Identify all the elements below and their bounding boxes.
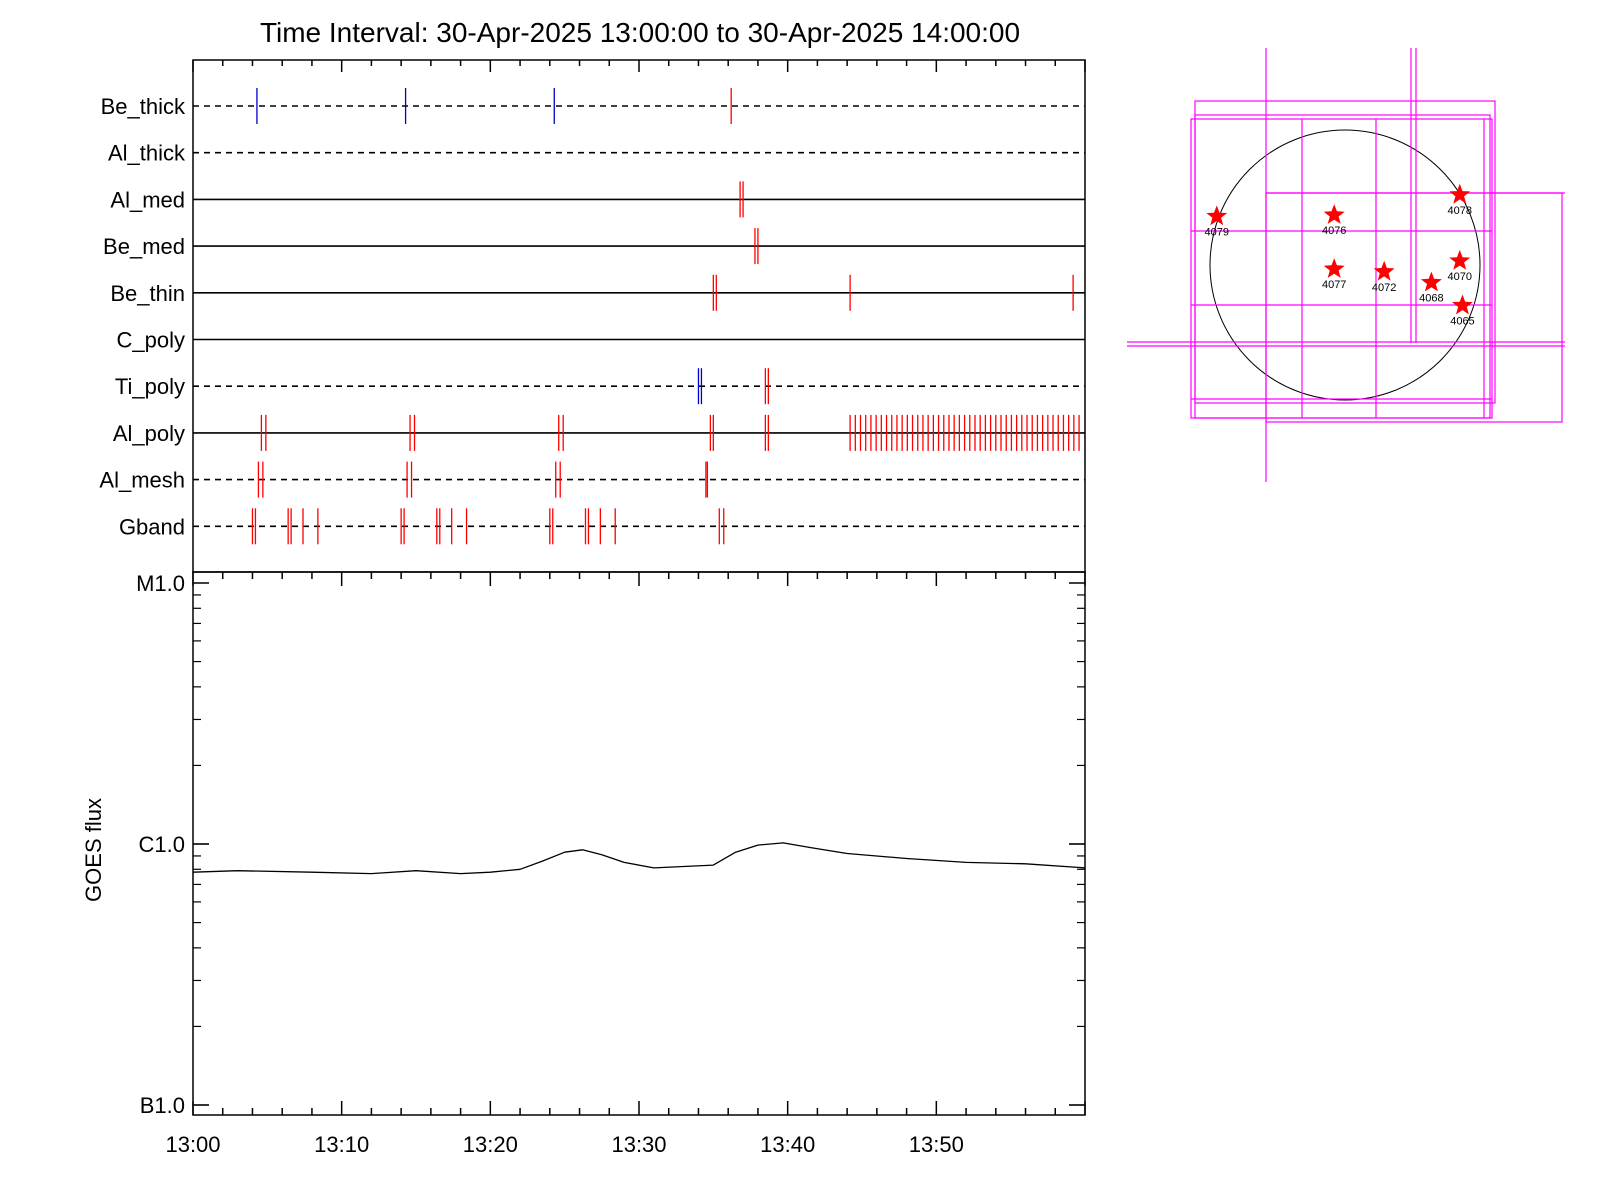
x-tick-label: 13:20 xyxy=(463,1132,518,1157)
chart-title: Time Interval: 30-Apr-2025 13:00:00 to 3… xyxy=(260,17,1020,48)
solar-disk-limb xyxy=(1209,129,1481,401)
goes-frame xyxy=(192,571,1086,1116)
fov-box xyxy=(1194,114,1491,419)
active-region-star-icon xyxy=(1449,183,1471,204)
y-tick-label-B1.0: B1.0 xyxy=(140,1093,185,1118)
x-tick-label: 13:50 xyxy=(909,1132,964,1157)
x-tick-label: 13:30 xyxy=(611,1132,666,1157)
y-tick-label-M1.0: M1.0 xyxy=(136,571,185,596)
active-region-label: 4070 xyxy=(1448,271,1472,283)
goes-flux-panel: 13:00 13:10 13:20 13:30 13:40 13:50 M1.0 C1.0 B1… xyxy=(81,571,1086,1157)
fov-box xyxy=(1265,192,1563,423)
row-label-Be_thick: Be_thick xyxy=(101,94,186,119)
row-label-Al_mesh: Al_mesh xyxy=(99,468,185,493)
active-region-star-icon xyxy=(1323,258,1345,278)
row-label-Be_med: Be_med xyxy=(103,234,185,259)
active-region-star-icon xyxy=(1323,204,1345,224)
x-tick-label: 13:10 xyxy=(314,1132,369,1157)
active-region-star-icon xyxy=(1449,249,1471,270)
row-label-Al_poly: Al_poly xyxy=(113,421,185,446)
active-region-label: 4068 xyxy=(1419,293,1443,305)
event-timeline-panel: Be_thick Al_thick Al_med Be_med Be_thin C_pol… xyxy=(99,59,1086,573)
active-region-star-icon xyxy=(1452,294,1473,315)
active-region-star-icon xyxy=(1206,205,1228,226)
active-region-star-icon xyxy=(1373,260,1395,281)
active-region-label: 4077 xyxy=(1322,279,1346,291)
x-tick-label: 13:00 xyxy=(165,1132,220,1157)
active-region-label: 4076 xyxy=(1322,225,1346,237)
y-axis-label: GOES flux xyxy=(81,798,106,902)
x-tick-label: 13:40 xyxy=(760,1132,815,1157)
timeline-frame xyxy=(192,59,1086,573)
row-label-Be_thin: Be_thin xyxy=(110,281,185,306)
goes-flux-line xyxy=(192,842,1086,875)
row-label-Gband: Gband xyxy=(119,514,185,539)
active-region-star-icon xyxy=(1420,271,1442,292)
row-label-Al_thick: Al_thick xyxy=(108,141,186,166)
active-region-label: 4072 xyxy=(1372,282,1396,294)
active-region-label: 4078 xyxy=(1448,205,1472,217)
active-region-label: 4065 xyxy=(1450,316,1474,328)
active-region-label: 4079 xyxy=(1205,226,1229,238)
row-label-C_poly: C_poly xyxy=(117,328,185,353)
y-tick-label-C1.0: C1.0 xyxy=(139,832,185,857)
solar-disk-map: 4079 4076 4078 4077 4072 4070 4068 4065 xyxy=(1127,48,1565,482)
fov-box xyxy=(1194,100,1496,404)
row-label-Ti_poly: Ti_poly xyxy=(115,374,185,399)
row-label-Al_med: Al_med xyxy=(110,187,185,212)
fov-box xyxy=(1190,118,1493,419)
